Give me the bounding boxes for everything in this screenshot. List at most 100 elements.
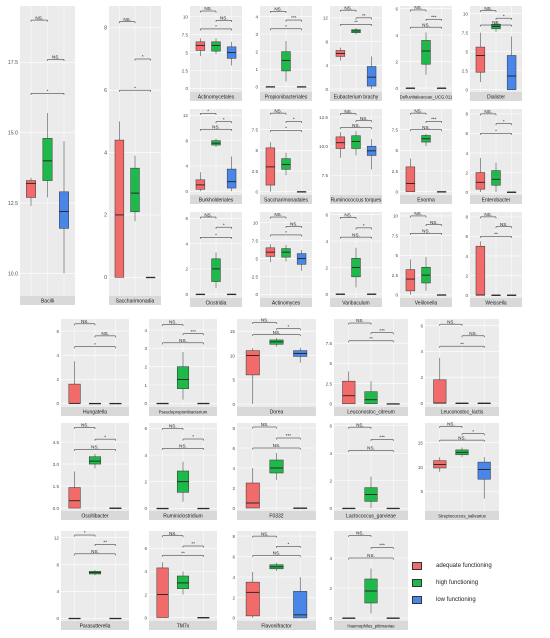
significance-bracket: NS.: [119, 17, 136, 24]
y-tick-label: 6: [325, 212, 328, 217]
facet-strip: [237, 511, 316, 520]
significance-bracket: NS.: [94, 331, 116, 338]
box-low: [145, 276, 156, 279]
y-tick-label: 0: [185, 189, 188, 194]
box-low: [109, 507, 122, 509]
significance-label: NS.: [273, 551, 281, 556]
chart-panel-14: 0 2 4 6 NS. * NS. Varibaculum: [317, 211, 383, 307]
facet-strip: [334, 511, 408, 520]
y-tick-label: 12: [323, 16, 329, 21]
box-high: [491, 162, 501, 193]
y-tick-label: 8: [325, 39, 328, 44]
chart-panel-15: 0 2.5 5 7.5 10 NS. NS. NS. Veillonella: [387, 211, 453, 307]
box-low: [366, 56, 377, 90]
facet-strip: [400, 195, 452, 204]
significance-label: *: [84, 530, 86, 535]
significance-label: NS.: [356, 422, 364, 427]
box-high: [364, 381, 378, 405]
significance-bracket: **: [162, 550, 204, 557]
significance-bracket: NS.: [348, 553, 394, 560]
significance-bracket: *: [200, 24, 232, 31]
significance-label: NS.: [414, 211, 422, 216]
box-adequate: [342, 507, 356, 510]
significance-label: ***: [431, 117, 437, 122]
significance-bracket: **: [480, 232, 512, 239]
significance-bracket: *: [270, 230, 302, 237]
facet-title: Parasutterella: [80, 623, 111, 629]
chart-panel-23: 0 2 4 6 NS. * NS. Ruminiclostridium: [136, 422, 218, 520]
box-adequate: [433, 457, 447, 472]
y-tick-label: 2: [329, 479, 332, 484]
y-tick-label: 4: [144, 569, 147, 574]
significance-bracket: NS.: [439, 319, 463, 326]
significance-label: NS.: [179, 338, 187, 343]
chart-svg-30: 0 2 4 NS. *** NS. Haemophilus_pittmaniae: [329, 531, 408, 630]
box-high: [351, 131, 361, 156]
significance-bracket: NS.: [480, 212, 497, 219]
box-high: [269, 337, 284, 347]
significance-bracket: NS.: [47, 55, 65, 62]
y-tick-label: 4: [420, 349, 423, 354]
chart-panel-9: 7.5 10.0 12.5 NS. NS. NS. Ruminococcus torques: [317, 108, 383, 204]
y-tick-label: 4: [144, 453, 147, 458]
significance-label: NS.: [344, 212, 352, 217]
significance-bracket: ***: [370, 543, 394, 550]
y-tick-label: 4: [144, 328, 147, 333]
significance-bracket: *: [74, 342, 116, 349]
significance-label: *: [285, 24, 287, 29]
chart-panel-4: 0 4 8 12 NS. ** ** Eubacterium brachy: [317, 5, 383, 101]
significance-bracket: NS.: [410, 108, 427, 115]
facet-title: Saccharimonadales: [264, 197, 308, 203]
y-tick-label: 2.5: [392, 273, 399, 278]
y-tick-label: 4: [56, 353, 59, 358]
significance-label: NS.: [290, 222, 298, 227]
y-tick-label: 5: [255, 148, 258, 153]
y-tick-label: 0: [185, 86, 188, 91]
facet-title: Eubacterium brachy: [334, 94, 379, 100]
significance-label: NS.: [273, 443, 281, 448]
significance-label: ***: [291, 15, 297, 20]
significance-label: ***: [379, 328, 385, 333]
y-tick-label: 6: [329, 424, 332, 429]
significance-bracket: ***: [276, 433, 301, 440]
facet-title: Hungatella: [83, 409, 107, 415]
significance-label: NS.: [447, 422, 455, 427]
y-tick-label: 8: [56, 562, 59, 567]
legend-label-high: high functioning: [436, 580, 479, 586]
significance-label: *: [285, 230, 287, 235]
box-high: [351, 247, 361, 288]
chart-panel-26: 5 10 15 NS. * NS. Streptococcus_salivarius: [412, 422, 500, 520]
significance-label: NS.: [484, 212, 492, 217]
facet-title: Propionibacteriales: [265, 94, 308, 100]
chart-svg-11: 0 2 4 6 8 NS. * * Enterobacter: [465, 109, 522, 204]
significance-bracket: NS.: [340, 123, 372, 130]
significance-label: NS.: [274, 6, 282, 11]
facet-strip: [400, 298, 452, 307]
significance-label: NS.: [81, 423, 89, 428]
significance-bracket: *: [495, 119, 512, 126]
chart-svg-28: 0 2 4 6 NS. ** ** TM7x: [144, 531, 217, 630]
significance-label: NS.: [274, 108, 282, 113]
y-tick-label: 2: [144, 364, 147, 369]
significance-bracket: NS.: [252, 443, 301, 450]
facet-strip: [109, 296, 161, 305]
significance-label: *: [207, 109, 209, 114]
significance-bracket: NS.: [30, 15, 48, 22]
box-high: [130, 155, 140, 222]
box-high: [491, 21, 501, 32]
significance-bracket: NS.: [162, 424, 184, 430]
facet-strip: [330, 298, 382, 307]
significance-bracket: **: [340, 20, 372, 26]
significance-label: *: [94, 342, 96, 347]
box-low: [386, 617, 400, 619]
chart-panel-18: 0 1 2 3 4 NS. *** NS. Pseudopropionibacterium: [136, 318, 218, 416]
significance-bracket: NS.: [252, 531, 277, 538]
box-adequate: [265, 142, 276, 192]
significance-bracket: NS.: [74, 423, 96, 429]
y-tick-label: 4: [255, 14, 258, 19]
y-tick-label: 7.5: [182, 32, 189, 37]
significance-bracket: NS.: [162, 531, 184, 538]
